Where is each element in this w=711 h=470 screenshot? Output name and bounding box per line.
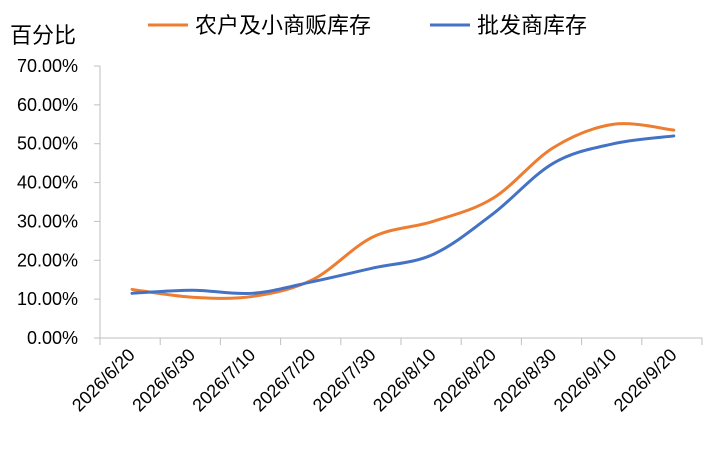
legend: 农户及小商贩库存 批发商库存 — [148, 14, 587, 39]
y-tick-label: 0.00% — [27, 328, 78, 348]
y-tick-label: 20.00% — [17, 250, 78, 270]
y-tick-label: 50.00% — [17, 134, 78, 154]
series-line-1 — [130, 122, 676, 300]
y-tick-label: 60.00% — [17, 95, 78, 115]
legend-label-series-2: 批发商库存 — [477, 14, 587, 39]
legend-label-series-1: 农户及小商贩库存 — [195, 14, 371, 39]
x-tick-label: 2026/7/30 — [309, 345, 380, 416]
y-tick-label: 70.00% — [17, 56, 78, 76]
x-axis: 2026/6/202026/6/302026/7/102026/7/202026… — [68, 337, 703, 416]
y-axis: 0.00% 10.00% 20.00% 30.00% 40.00% 50.00% 60.00… — [17, 56, 101, 348]
x-tick-label: 2026/6/20 — [68, 345, 139, 416]
x-tick-label: 2026/8/10 — [369, 345, 440, 416]
x-tick-label: 2026/6/30 — [128, 345, 199, 416]
y-tick-label: 40.00% — [17, 173, 78, 193]
x-tick-label: 2026/9/20 — [610, 345, 681, 416]
y-tick-label: 10.00% — [17, 289, 78, 309]
y-axis-title: 百分比 — [10, 24, 76, 49]
x-tick-label: 2026/7/10 — [188, 345, 259, 416]
series-line-2 — [130, 134, 676, 296]
y-tick-label: 30.00% — [17, 211, 78, 231]
x-tick-label: 2026/8/20 — [429, 345, 500, 416]
series-layer — [130, 122, 676, 300]
x-tick-label: 2026/8/30 — [489, 345, 560, 416]
x-tick-label: 2026/7/20 — [249, 345, 320, 416]
x-tick-label: 2026/9/10 — [550, 345, 621, 416]
